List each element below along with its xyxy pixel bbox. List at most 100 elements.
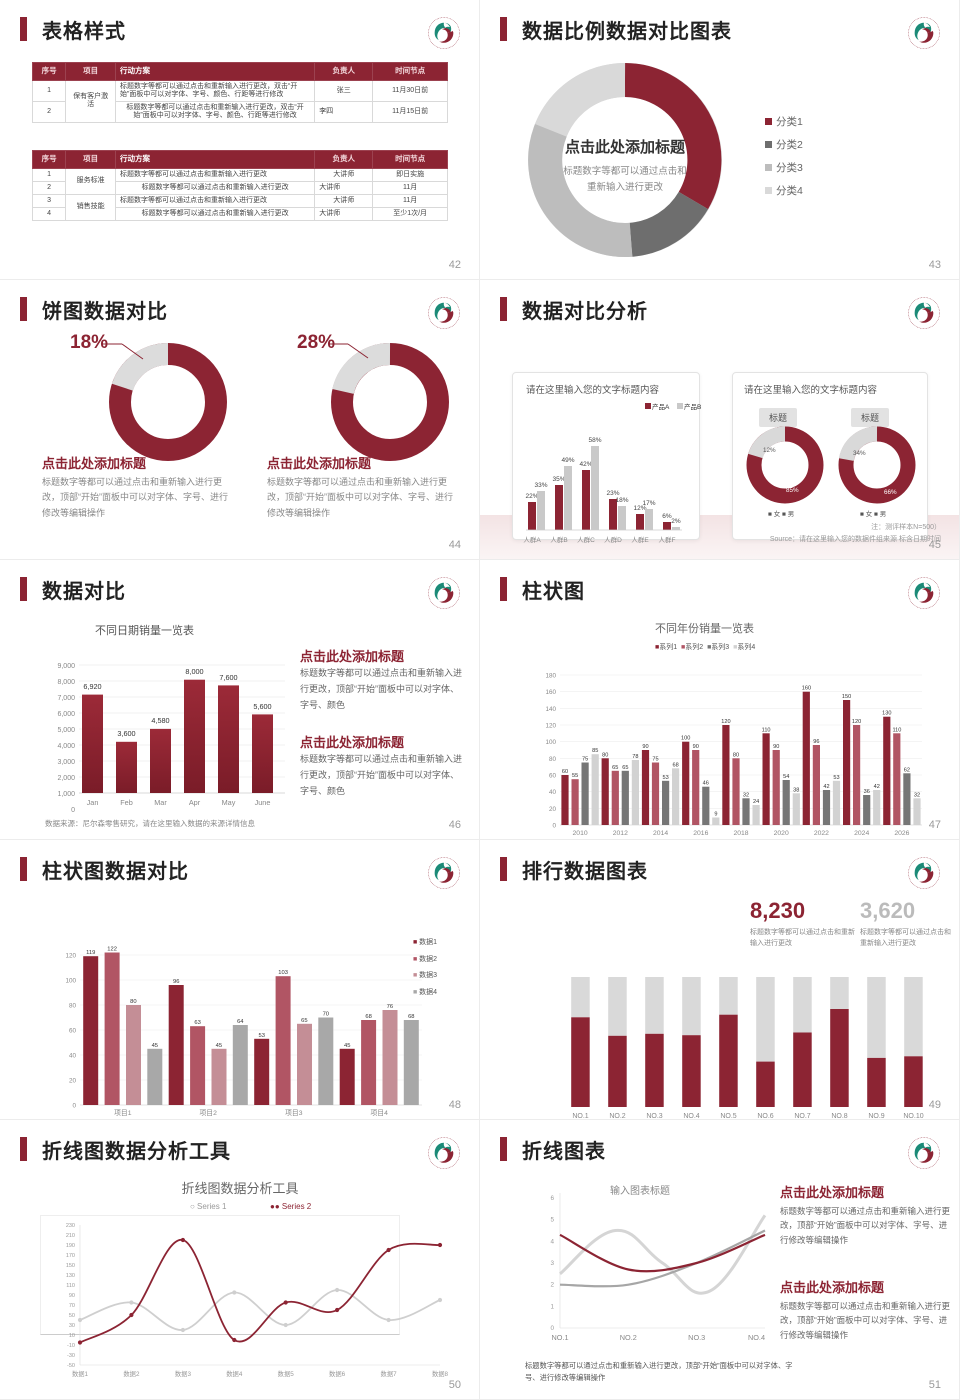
svg-text:50: 50: [69, 1313, 75, 1319]
svg-text:NO.1: NO.1: [572, 1113, 588, 1119]
svg-text:3,000: 3,000: [57, 759, 75, 766]
svg-text:60: 60: [549, 773, 557, 780]
svg-text:8,000: 8,000: [185, 667, 203, 676]
svg-text:NO.10: NO.10: [903, 1113, 923, 1119]
svg-text:85: 85: [592, 748, 598, 754]
svg-text:96: 96: [813, 739, 819, 745]
svg-text:2026: 2026: [894, 830, 909, 837]
svg-text:150: 150: [842, 694, 851, 700]
svg-text:30: 30: [69, 1323, 75, 1329]
svg-text:20: 20: [69, 1078, 77, 1085]
svg-text:Jan: Jan: [87, 798, 99, 807]
svg-text:64: 64: [237, 1019, 244, 1025]
svg-text:June: June: [255, 798, 271, 807]
svg-text:0: 0: [552, 823, 556, 830]
svg-text:62: 62: [904, 767, 910, 773]
svg-text:96: 96: [173, 979, 179, 985]
svg-text:6: 6: [550, 1195, 554, 1202]
svg-text:65: 65: [622, 765, 628, 771]
svg-text:120: 120: [721, 719, 730, 725]
svg-text:53: 53: [662, 775, 668, 781]
svg-text:2024: 2024: [854, 830, 869, 837]
svg-text:2014: 2014: [653, 830, 668, 837]
svg-text:122: 122: [107, 947, 117, 953]
svg-text:65: 65: [612, 765, 618, 771]
svg-text:数据5: 数据5: [278, 1369, 295, 1378]
svg-text:119: 119: [86, 950, 95, 956]
svg-text:53: 53: [833, 775, 839, 781]
svg-text:数据3: 数据3: [175, 1369, 192, 1378]
svg-text:数据8: 数据8: [432, 1369, 449, 1378]
svg-text:42: 42: [823, 784, 829, 790]
svg-text:36: 36: [864, 789, 870, 795]
svg-text:42: 42: [874, 784, 880, 790]
svg-text:数据1: 数据1: [72, 1369, 89, 1378]
svg-text:34%: 34%: [853, 450, 866, 457]
svg-text:5: 5: [550, 1217, 554, 1224]
svg-text:NO.8: NO.8: [831, 1113, 847, 1119]
svg-text:70: 70: [323, 1012, 329, 1018]
svg-text:项目1: 项目1: [114, 1109, 132, 1117]
svg-text:40: 40: [549, 789, 557, 796]
svg-text:NO.3: NO.3: [688, 1333, 705, 1342]
svg-text:NO.9: NO.9: [868, 1113, 884, 1119]
svg-text:100: 100: [681, 736, 690, 742]
svg-text:-30: -30: [67, 1353, 75, 1359]
svg-text:-50: -50: [67, 1363, 75, 1369]
svg-text:100: 100: [65, 978, 76, 985]
svg-text:78: 78: [632, 754, 638, 760]
svg-text:55: 55: [572, 773, 578, 779]
svg-text:0: 0: [550, 1325, 554, 1332]
svg-text:数据4: 数据4: [226, 1369, 243, 1378]
svg-text:0: 0: [72, 1103, 76, 1110]
svg-text:NO.2: NO.2: [620, 1333, 637, 1342]
svg-text:20: 20: [549, 806, 557, 813]
svg-text:28%: 28%: [297, 332, 335, 353]
svg-text:8,000: 8,000: [57, 679, 75, 686]
svg-text:1,000: 1,000: [57, 791, 75, 798]
svg-text:76: 76: [387, 1004, 393, 1010]
svg-text:NO.4: NO.4: [748, 1333, 765, 1342]
svg-text:60: 60: [69, 1028, 77, 1035]
svg-text:点击此处添加标题: 点击此处添加标题: [565, 138, 686, 156]
svg-text:2,000: 2,000: [57, 775, 75, 782]
svg-text:2: 2: [550, 1282, 554, 1289]
svg-text:80: 80: [602, 752, 608, 758]
svg-text:190: 190: [66, 1243, 75, 1249]
svg-text:46: 46: [703, 781, 709, 787]
svg-text:110: 110: [762, 727, 771, 733]
svg-text:45: 45: [152, 1043, 158, 1049]
svg-text:65: 65: [301, 1018, 307, 1024]
svg-text:NO.5: NO.5: [720, 1113, 736, 1119]
svg-text:Apr: Apr: [189, 798, 201, 807]
svg-text:NO.1: NO.1: [551, 1333, 568, 1342]
svg-text:4,580: 4,580: [151, 716, 169, 725]
svg-text:32: 32: [914, 792, 920, 798]
svg-text:75: 75: [582, 757, 588, 763]
svg-text:103: 103: [278, 970, 288, 976]
svg-text:10: 10: [69, 1333, 75, 1339]
svg-text:6,920: 6,920: [83, 682, 101, 691]
svg-text:Feb: Feb: [120, 798, 133, 807]
svg-text:5,000: 5,000: [57, 727, 75, 734]
svg-text:May: May: [222, 798, 236, 807]
svg-text:160: 160: [802, 686, 811, 692]
svg-text:数据6: 数据6: [329, 1369, 346, 1378]
svg-text:120: 120: [545, 723, 556, 730]
svg-text:68: 68: [672, 762, 678, 768]
svg-text:12%: 12%: [763, 447, 776, 454]
svg-text:68: 68: [365, 1014, 371, 1020]
svg-text:110: 110: [892, 727, 901, 733]
svg-text:210: 210: [66, 1233, 75, 1239]
svg-text:0: 0: [71, 807, 75, 814]
svg-text:NO.7: NO.7: [794, 1113, 810, 1119]
svg-text:2022: 2022: [814, 830, 829, 837]
svg-text:数据2: 数据2: [123, 1369, 140, 1378]
svg-text:NO.2: NO.2: [609, 1113, 625, 1119]
svg-text:63: 63: [194, 1020, 200, 1026]
svg-text:180: 180: [545, 673, 556, 680]
svg-text:130: 130: [882, 711, 891, 717]
svg-text:9,000: 9,000: [57, 663, 75, 670]
svg-text:Mar: Mar: [154, 798, 167, 807]
svg-text:45: 45: [216, 1043, 222, 1049]
